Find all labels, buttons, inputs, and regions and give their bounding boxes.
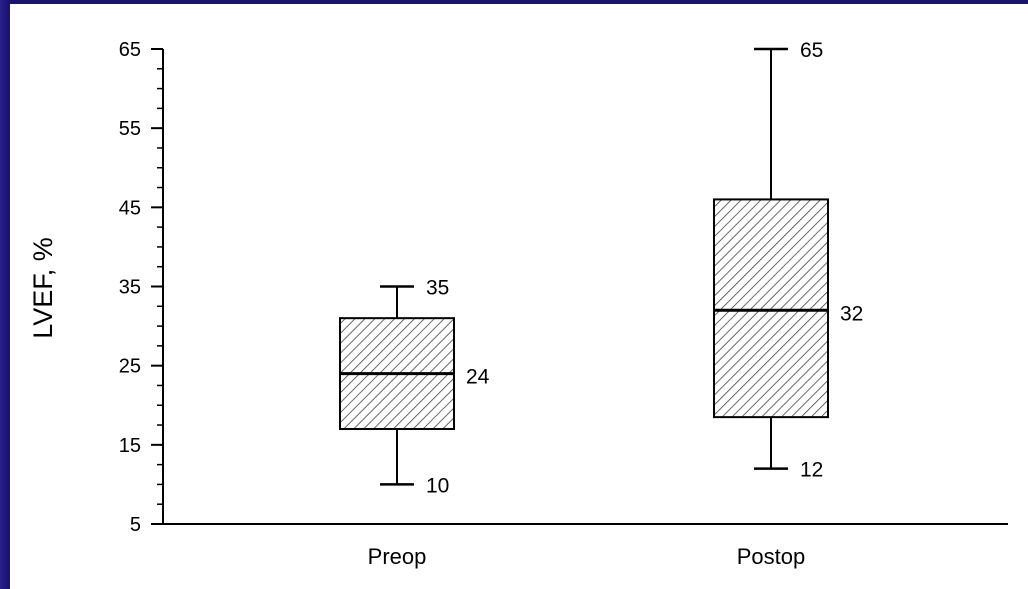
- box-iqr: [713, 198, 829, 419]
- x-category-label: Postop: [737, 544, 806, 569]
- y-tick-label: 55: [119, 118, 141, 140]
- y-tick-label: 5: [130, 514, 141, 536]
- y-tick-label: 45: [119, 197, 141, 219]
- axes-group: 5 15 25 35 45 55 65 Preop Postop: [119, 39, 1008, 569]
- marks-group: 35 24 10 65 32 12: [339, 39, 863, 497]
- y-tick-label: 65: [119, 39, 141, 61]
- x-category-label: Preop: [368, 544, 427, 569]
- median-value-label: 32: [840, 302, 863, 325]
- y-tick-label: 25: [119, 356, 141, 378]
- y-tick-label: 15: [119, 435, 141, 457]
- y-tick-label: 35: [119, 277, 141, 299]
- min-value-label: 12: [800, 459, 823, 482]
- chart-panel: [10, 4, 1028, 589]
- y-axis-label: LVEF, %: [28, 237, 58, 339]
- median-value-label: 24: [466, 366, 490, 389]
- min-value-label: 10: [426, 474, 449, 497]
- max-value-label: 65: [800, 39, 823, 62]
- max-value-label: 35: [426, 277, 449, 300]
